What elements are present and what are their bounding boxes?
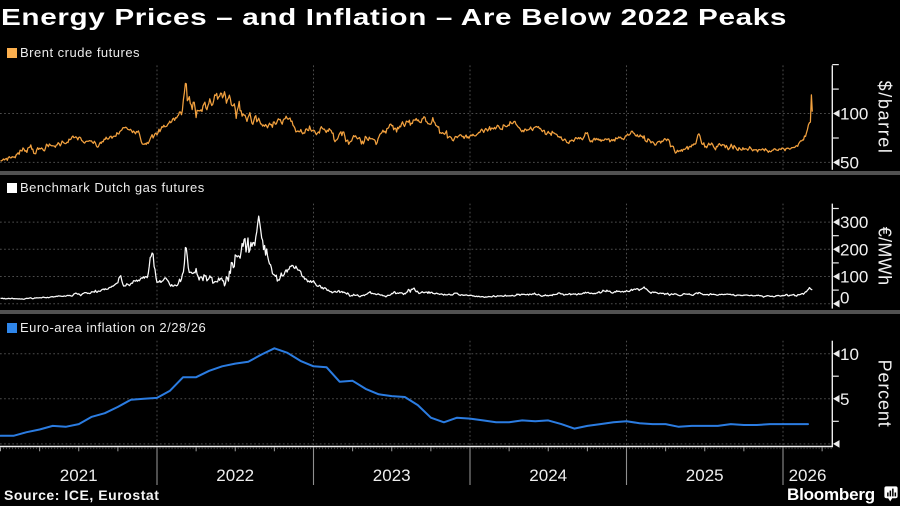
svg-text:5: 5 (840, 390, 849, 409)
svg-text:$/barrel: $/barrel (875, 81, 895, 155)
svg-text:2023: 2023 (373, 466, 411, 485)
svg-text:€/MWh: €/MWh (875, 227, 895, 286)
svg-text:100: 100 (840, 105, 868, 124)
svg-text:2021: 2021 (60, 466, 98, 485)
svg-text:200: 200 (840, 240, 868, 259)
svg-text:2024: 2024 (529, 466, 567, 485)
svg-text:2026: 2026 (789, 466, 827, 485)
svg-text:50: 50 (840, 154, 859, 173)
svg-text:Percent: Percent (875, 360, 895, 428)
svg-text:0: 0 (840, 289, 849, 308)
svg-text:10: 10 (840, 345, 859, 364)
svg-text:100: 100 (840, 268, 868, 287)
svg-text:2022: 2022 (216, 466, 254, 485)
svg-text:300: 300 (840, 213, 868, 232)
svg-text:2025: 2025 (686, 466, 724, 485)
